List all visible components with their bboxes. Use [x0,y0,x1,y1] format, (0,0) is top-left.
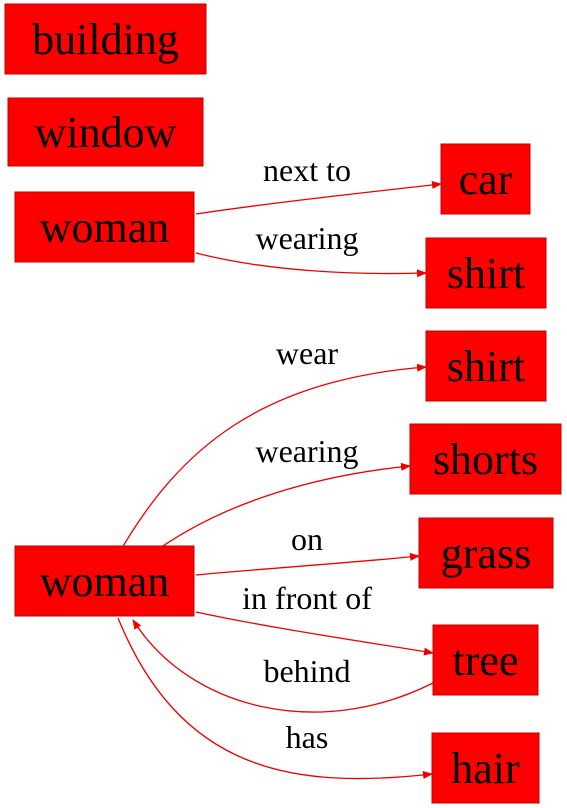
edge-woman2-hair1: has [117,617,433,780]
node-label: shorts [433,435,538,484]
node-shorts1: shorts [409,423,562,495]
node-box [14,545,195,617]
edge-label: has [286,719,329,755]
node-woman2: woman [14,545,195,617]
node-woman1: woman [14,191,195,263]
node-label: woman [40,557,170,606]
edge-arrow [195,611,434,656]
edge-label: next to [263,152,351,188]
node-hair1: hair [431,732,540,804]
node-box [432,624,539,696]
edge-arrow [121,363,427,549]
edge-woman2-tree1: in front of [195,580,434,656]
edges-layer: next to wearing wear wearing on in front of be… [117,152,442,780]
node-box [418,517,554,589]
edge-woman1-shirt1: wearing [195,220,427,278]
node-car1: car [440,143,531,215]
node-box [7,97,204,167]
edge-label: behind [263,653,350,689]
edge-label: on [291,521,323,557]
node-box [425,330,547,402]
node-tree1: tree [432,624,539,696]
edge-woman1-car1: next to [195,152,442,215]
edge-woman2-shorts1: wearing [159,433,411,549]
node-label: building [32,15,179,64]
node-label: hair [451,744,520,793]
node-grass1: grass [418,517,554,589]
node-label: window [35,108,177,157]
node-label: shirt [447,249,525,298]
node-box [4,3,207,75]
nodes-layer: building window woman car shirt woman shirt sho… [4,3,562,804]
node-shirt1: shirt [425,237,547,309]
edge-label: wear [276,335,339,371]
node-window1: window [7,97,204,167]
node-label: tree [453,636,519,685]
edge-arrow [117,617,433,780]
node-label: grass [441,529,531,578]
edge-arrow [132,619,434,713]
edge-woman2-shirt2: wear [121,335,427,549]
node-shirt2: shirt [425,330,547,402]
edge-label: in front of [242,580,372,616]
edge-label: wearing [255,433,358,469]
node-box [14,191,195,263]
edge-arrow [195,252,427,278]
edge-label: wearing [255,220,358,256]
node-box [440,143,531,215]
edge-arrow [195,552,420,576]
node-label: woman [40,203,170,252]
node-label: shirt [447,342,525,391]
node-building1: building [4,3,207,75]
edge-tree1-woman2: behind [132,619,434,713]
node-box [431,732,540,804]
node-box [425,237,547,309]
edge-arrow [159,462,411,549]
edge-arrow [195,181,442,215]
node-box [409,423,562,495]
edge-woman2-grass1: on [195,521,420,576]
node-label: car [459,155,513,204]
